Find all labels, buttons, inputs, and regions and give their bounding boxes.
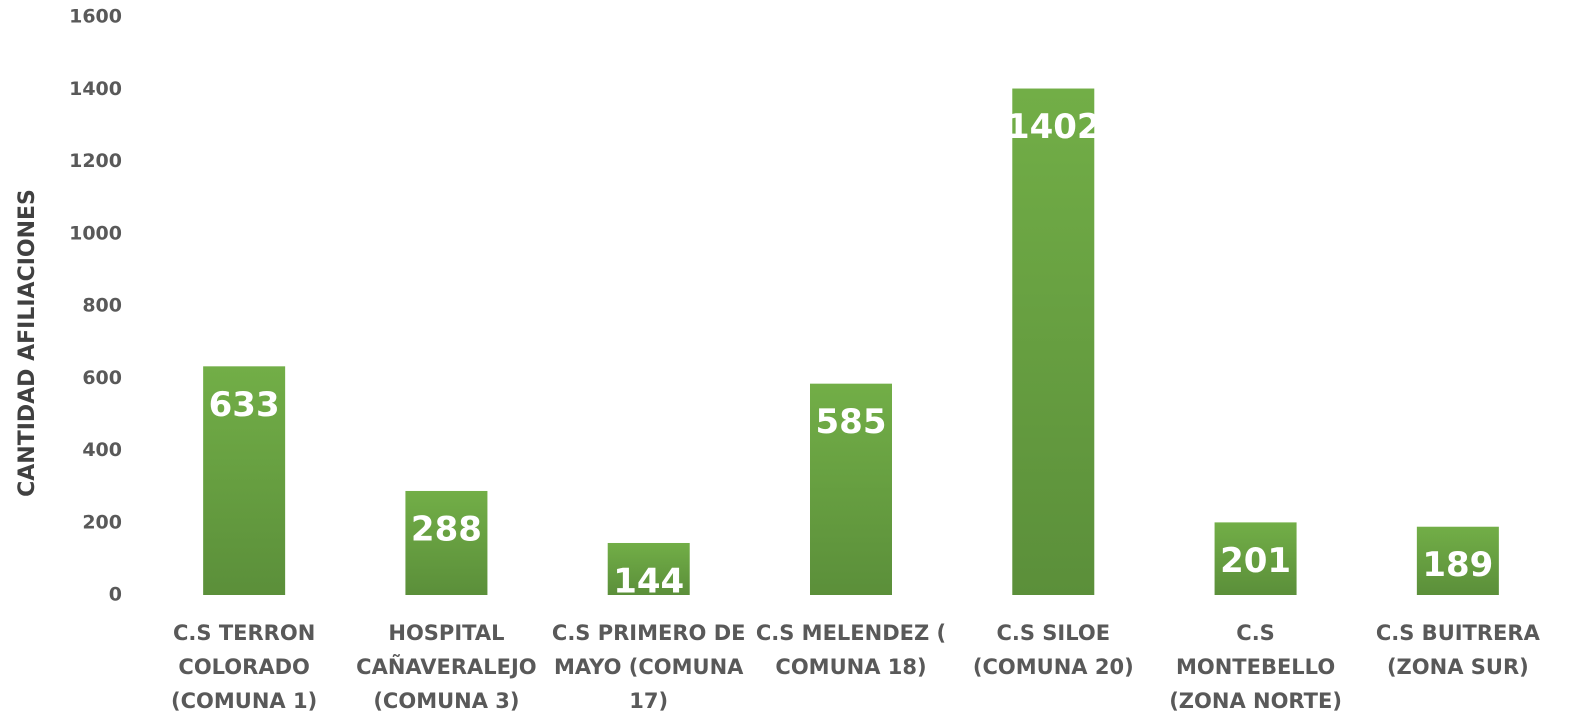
x-tick-label: C.S PRIMERO DE MAYO (COMUNA 17) [551, 621, 746, 713]
y-tick-label: 1400 [69, 78, 122, 100]
y-tick-label: 1600 [69, 6, 122, 28]
y-tick-label: 800 [82, 295, 122, 317]
bar [1416, 526, 1499, 595]
value-label: 1402 [1006, 107, 1101, 147]
y-tick-label: 200 [82, 511, 122, 533]
bar [405, 490, 488, 595]
y-axis-label: CANTIDAD AFILIACIONES [15, 189, 40, 497]
value-label: 633 [209, 385, 280, 425]
x-tick-label: C.S BUITRERA (ZONA SUR) [1375, 621, 1540, 679]
bar [1012, 88, 1095, 595]
x-tick-label: C.S TERRON COLORADO (COMUNA 1) [171, 621, 318, 713]
value-label: 201 [1220, 541, 1291, 581]
value-label: 288 [411, 509, 482, 549]
value-label: 585 [816, 402, 887, 442]
bar [1214, 522, 1297, 595]
y-tick-label: 600 [82, 367, 122, 389]
bar [203, 366, 286, 595]
x-tick-label: C.S MELENDEZ ( COMUNA 18) [755, 621, 947, 679]
y-tick-label: 1000 [69, 222, 122, 244]
value-label: 189 [1422, 545, 1493, 585]
bar [607, 542, 690, 595]
value-label: 144 [613, 561, 684, 601]
y-tick-label: 1200 [69, 150, 122, 172]
x-tick-label: C.S MONTEBELLO (ZONA NORTE) [1169, 621, 1342, 713]
y-tick-label: 400 [82, 439, 122, 461]
x-tick-label: C.S SILOE (COMUNA 20) [972, 621, 1134, 679]
y-tick-label: 0 [109, 584, 122, 606]
bar [810, 383, 892, 595]
x-tick-label: HOSPITAL CAÑAVERALEJO (COMUNA 3) [356, 621, 537, 713]
